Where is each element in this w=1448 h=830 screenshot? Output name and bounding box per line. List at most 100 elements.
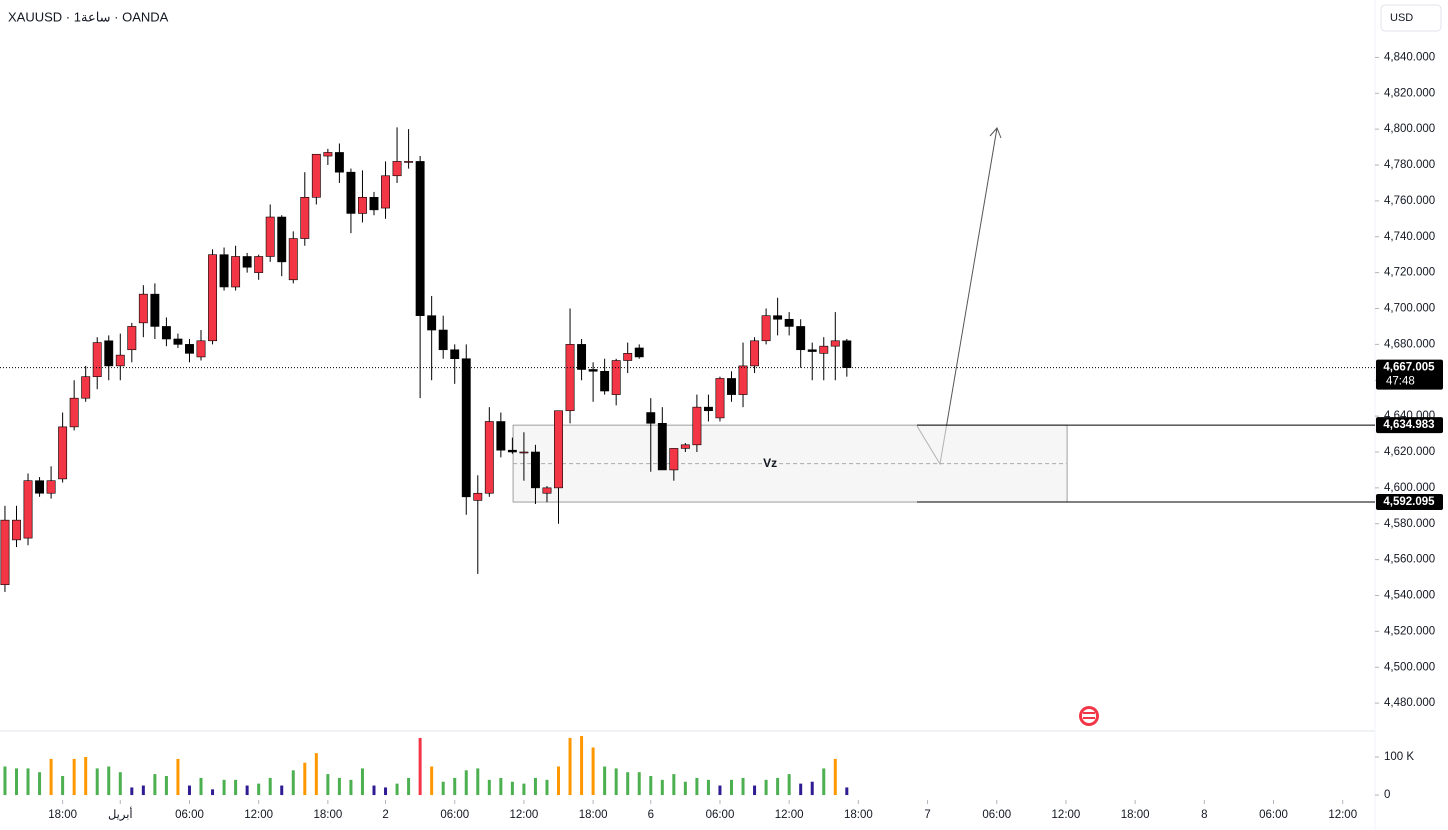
candle-body: [46, 480, 56, 494]
currency-button[interactable]: [1380, 4, 1442, 32]
candle-body: [473, 492, 483, 501]
candle-body: [427, 315, 437, 331]
candle-body: [450, 349, 460, 360]
candle-body: [634, 347, 644, 358]
volume-bar: [672, 774, 676, 796]
volume-bar: [384, 787, 388, 796]
y-tick-label: 4,820.000: [1384, 87, 1435, 99]
candle-body: [807, 349, 817, 352]
current-price-label: 4,667.005: [1383, 362, 1435, 374]
volume-bar: [211, 789, 215, 796]
volume-bar: [314, 753, 318, 796]
x-tick-label: 12:00: [1328, 809, 1357, 821]
candle-body: [703, 406, 713, 412]
candle-body: [577, 344, 587, 370]
volume-bar: [649, 776, 653, 796]
candle-body: [773, 315, 783, 320]
volume-bar: [222, 779, 226, 796]
volume-bar: [141, 785, 145, 796]
candle-body: [311, 153, 321, 198]
volume-bar: [718, 785, 722, 796]
volume-bar: [72, 758, 76, 796]
candle-body: [484, 421, 494, 494]
volume-bar: [372, 785, 376, 796]
volume-bar: [499, 777, 503, 796]
candle-body: [58, 426, 68, 480]
candle-body: [404, 161, 414, 163]
candle-body: [519, 451, 529, 454]
volume-bar: [533, 777, 537, 796]
candle-body: [242, 256, 252, 268]
volume-bar: [487, 779, 491, 796]
volume-bar: [234, 779, 238, 796]
volume-bar: [603, 766, 607, 796]
volume-bar: [176, 758, 180, 796]
y-tick-label: 4,560.000: [1384, 554, 1435, 566]
volume-bar: [810, 781, 814, 796]
volume-bar: [464, 770, 468, 796]
y-tick-label: 4,680.000: [1384, 338, 1435, 350]
x-tick-label: 06:00: [1259, 809, 1288, 821]
volume-bar: [845, 787, 849, 796]
chart-title: XAUUSD · 1ساعة · OANDA: [8, 9, 169, 24]
candle-body: [138, 293, 148, 324]
candle-body: [381, 175, 390, 209]
y-tick-label: 4,520.000: [1384, 625, 1435, 637]
volume-bar: [683, 781, 687, 796]
volume-bar: [476, 768, 480, 796]
x-tick-label: 7: [924, 809, 930, 821]
x-tick-label: أبريل: [108, 806, 133, 821]
volume-bar: [799, 783, 803, 796]
volume-bar: [49, 758, 53, 796]
candle-body: [208, 254, 217, 342]
candle-body: [646, 412, 656, 424]
y-tick-label: 4,760.000: [1384, 195, 1435, 207]
candle-body: [35, 480, 45, 494]
x-tick-label: 12:00: [244, 809, 273, 821]
x-tick-label: 8: [1201, 809, 1207, 821]
x-tick-label: 2: [382, 809, 388, 821]
y-tick-label: 4,600.000: [1384, 482, 1435, 494]
volume-bar: [268, 777, 272, 796]
level-tag: [1376, 417, 1443, 434]
x-tick-label: 06:00: [982, 809, 1011, 821]
volume-bar: [349, 779, 353, 796]
x-tick-label: 06:00: [706, 809, 735, 821]
volume-bar: [245, 785, 249, 796]
x-tick-label: 18:00: [1121, 809, 1150, 821]
volume-bar: [14, 768, 18, 796]
volume-bar: [580, 736, 584, 796]
volume-bar: [614, 768, 618, 796]
candle-body: [69, 397, 79, 428]
candle-body: [830, 340, 840, 347]
volume-bar: [660, 779, 664, 796]
candle-body: [819, 345, 829, 354]
volume-bar: [337, 777, 341, 796]
candle-body: [542, 487, 552, 494]
flag-icon: [1079, 706, 1099, 726]
candle-body: [392, 161, 402, 177]
currency-label[interactable]: USD: [1390, 12, 1413, 24]
candle-body: [23, 480, 33, 539]
x-tick-label: 12:00: [510, 809, 539, 821]
x-tick-label: 6: [648, 809, 654, 821]
volume-bar: [407, 777, 411, 796]
volume-bar: [153, 774, 157, 796]
volume-bar: [61, 776, 65, 796]
candle-body: [323, 152, 333, 157]
candle-body: [173, 338, 183, 345]
y-tick-label: 4,700.000: [1384, 303, 1435, 315]
volume-bar: [280, 785, 284, 796]
candle-body: [150, 293, 160, 327]
candle-body: [727, 378, 736, 395]
volume-bar: [706, 779, 710, 796]
candle-body: [496, 421, 506, 451]
volume-bar: [591, 747, 595, 796]
candle-body: [81, 376, 91, 399]
volume-bar: [38, 772, 42, 796]
candle-body: [784, 318, 794, 327]
candle-body: [715, 378, 725, 419]
candle-body: [588, 369, 598, 372]
volume-bar: [3, 766, 7, 796]
